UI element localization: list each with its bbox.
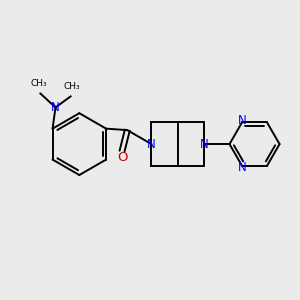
Text: CH₃: CH₃ xyxy=(64,82,81,91)
Text: N: N xyxy=(200,138,209,151)
Text: N: N xyxy=(238,115,246,128)
Text: CH₃: CH₃ xyxy=(30,79,47,88)
Text: N: N xyxy=(238,161,246,174)
Text: O: O xyxy=(117,151,127,164)
Text: N: N xyxy=(51,101,60,114)
Text: N: N xyxy=(147,138,156,151)
